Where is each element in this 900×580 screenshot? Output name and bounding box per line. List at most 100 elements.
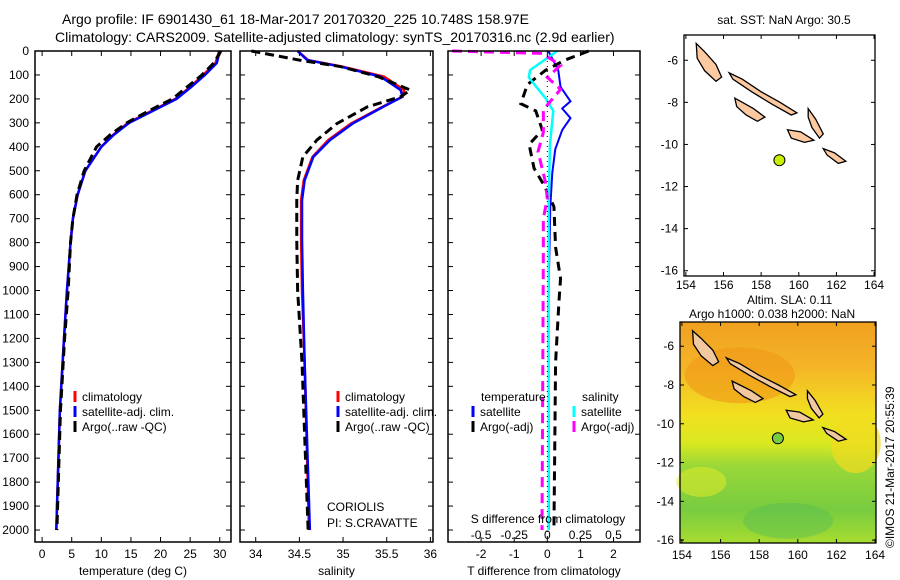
y-tick-label: 1300 xyxy=(2,355,29,369)
lat-tick-label: -10 xyxy=(657,417,675,431)
lon-tick-label: 156 xyxy=(714,278,734,292)
x-axis-label: salinity xyxy=(318,564,355,578)
x-axis-label: T difference from climatology xyxy=(467,564,621,578)
s-diff-tick-label: 0 xyxy=(544,528,551,542)
argo-position-marker xyxy=(773,154,786,167)
y-tick-label: 0 xyxy=(22,44,29,58)
y-tick-label: 1800 xyxy=(2,475,29,489)
y-tick-label: 1700 xyxy=(2,451,29,465)
x-tick-label: 34.5 xyxy=(288,547,312,561)
x-tick-label: 0 xyxy=(39,547,46,561)
lat-tick-label: -10 xyxy=(661,137,679,151)
x-tick-label: 2 xyxy=(610,547,617,561)
island-shape xyxy=(786,128,816,144)
y-tick-label: 300 xyxy=(9,116,29,130)
y-tick-label: 1500 xyxy=(2,403,29,417)
s-diff-axis-label: S difference from climatology xyxy=(471,512,626,526)
sla-title-2: Argo h1000: 0.038 h2000: NaN xyxy=(689,307,855,321)
legend-s-argo-label: Argo(-adj) xyxy=(581,420,634,434)
y-tick-label: 900 xyxy=(9,260,29,274)
lat-tick-label: -6 xyxy=(667,53,678,67)
legend-argo-label: Argo(..raw -QC) xyxy=(82,420,167,434)
series-line-t-satellite xyxy=(547,50,572,531)
x-tick-label: 35 xyxy=(336,547,350,561)
series-line-s-satellite xyxy=(527,49,558,531)
y-tick-label: 600 xyxy=(9,188,29,202)
lat-tick-label: -12 xyxy=(657,456,675,470)
legend-satellite-adj-label: satellite-adj. clim. xyxy=(82,405,174,419)
series-line-satellite-adj-clim- xyxy=(296,50,404,531)
s-diff-tick-label: 0.5 xyxy=(605,528,622,542)
x-tick-label: 5 xyxy=(68,547,75,561)
profile-panel-0: 0 5 10 15 20 25 30 temperature (deg C) 0 100 200 30… xyxy=(2,44,232,578)
lon-tick-label: 164 xyxy=(864,278,884,292)
lat-tick-label: -8 xyxy=(667,95,678,109)
y-tick-label: 1900 xyxy=(2,499,29,513)
lat-tick-label: -6 xyxy=(663,339,674,353)
argo-position-marker xyxy=(771,432,784,445)
lon-tick-label: 154 xyxy=(672,548,692,562)
map-frame xyxy=(683,34,876,277)
y-tick-label: 700 xyxy=(9,212,29,226)
x-tick-label: 0 xyxy=(544,547,551,561)
legend-salinity-title: salinity xyxy=(582,390,619,404)
lat-tick-label: -12 xyxy=(661,180,679,194)
y-tick-label: 800 xyxy=(9,236,29,250)
island-shape xyxy=(727,71,799,116)
s-diff-tick-label: -0.5 xyxy=(471,528,492,542)
lat-tick-label: -16 xyxy=(657,533,675,547)
x-tick-label: 20 xyxy=(154,547,168,561)
y-tick-label: 200 xyxy=(9,92,29,106)
lon-tick-label: 158 xyxy=(749,548,769,562)
lat-tick-label: -14 xyxy=(657,494,675,508)
lat-tick-label: -14 xyxy=(661,222,679,236)
x-tick-label: 25 xyxy=(183,547,197,561)
island-shape xyxy=(691,329,720,367)
series-line-satellite-adj-clim- xyxy=(55,50,221,531)
sst-title: sat. SST: NaN Argo: 30.5 xyxy=(717,13,851,27)
plot-frame xyxy=(239,50,434,543)
y-tick-label: 1600 xyxy=(2,427,29,441)
lon-tick-label: 164 xyxy=(865,548,885,562)
plot-frame xyxy=(447,50,641,543)
x-tick-label: -2 xyxy=(476,547,487,561)
y-tick-label: 1400 xyxy=(2,379,29,393)
legend-t-satellite-label: satellite xyxy=(480,405,521,419)
legend-climatology-label: climatology xyxy=(345,390,405,404)
island-shape xyxy=(733,96,767,123)
x-axis-label: temperature (deg C) xyxy=(79,564,187,578)
x-tick-label: 30 xyxy=(213,547,227,561)
legend-climatology-label: climatology xyxy=(82,390,142,404)
x-tick-label: 10 xyxy=(95,547,109,561)
sla-patch xyxy=(830,413,881,474)
y-tick-label: 1200 xyxy=(2,331,29,345)
series-line-t-argo-adj- xyxy=(518,49,590,531)
series-line-argo-raw-qc- xyxy=(251,49,414,531)
island-shape xyxy=(695,41,723,83)
y-tick-label: 400 xyxy=(9,140,29,154)
legend-satellite-adj-label: satellite-adj. clim. xyxy=(345,405,437,419)
sla-low-patch xyxy=(743,502,834,539)
map-frame xyxy=(679,321,877,544)
y-tick-label: 500 xyxy=(9,164,29,178)
s-diff-tick-label: -0.25 xyxy=(501,528,529,542)
plot-frame xyxy=(34,50,232,543)
series-line-argo-raw-qc- xyxy=(55,50,223,531)
y-tick-label: 2000 xyxy=(2,523,29,537)
y-tick-label: 1100 xyxy=(3,307,29,321)
lat-tick-label: -8 xyxy=(663,378,674,392)
profile-panel-1: 34 34.5 35 35.5 36 salinity climatologysatelli… xyxy=(239,49,438,578)
x-tick-label: 34 xyxy=(249,547,263,561)
lon-tick-label: 162 xyxy=(826,548,846,562)
x-tick-label: 35.5 xyxy=(375,547,399,561)
lon-tick-label: 154 xyxy=(676,278,696,292)
s-diff-tick-label: 0.25 xyxy=(569,528,593,542)
imos-credit: ©IMOS 21-Mar-2017 20:55:39 xyxy=(883,386,897,548)
island-shape xyxy=(806,388,824,419)
y-tick-label: 100 xyxy=(9,68,29,82)
island-shape xyxy=(724,356,798,398)
coriolis-label: CORIOLIS xyxy=(327,500,384,514)
x-tick-label: 36 xyxy=(424,547,438,561)
legend-t-argo-label: Argo(-adj) xyxy=(480,420,533,434)
